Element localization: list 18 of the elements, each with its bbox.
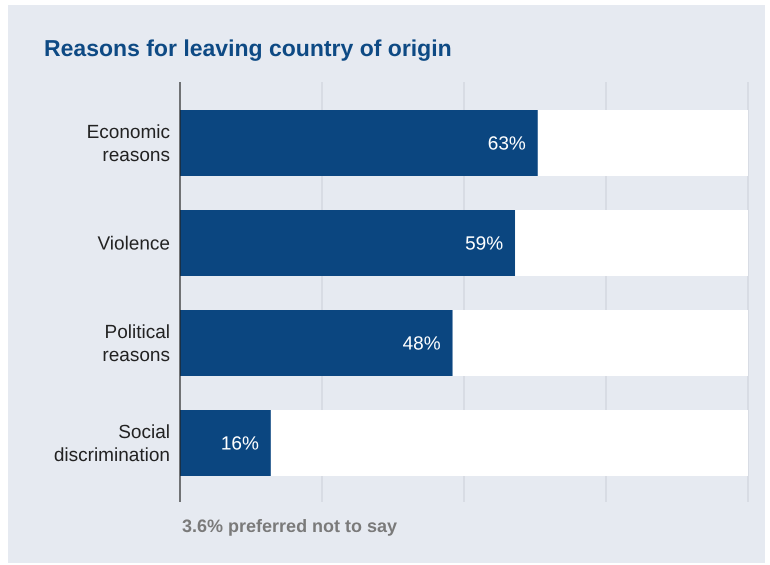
bar	[452, 310, 748, 376]
y-tick-label: Economic reasons	[86, 122, 170, 166]
y-tick-label: Violence	[97, 234, 170, 255]
data-label: 48%	[402, 334, 441, 355]
y-tick-label: Political reasons	[102, 322, 170, 366]
bar	[180, 410, 271, 476]
text: 3.6% preferred not to say	[182, 516, 398, 536]
data-label: 63%	[488, 134, 526, 155]
y-tick-label: Social discrimination	[54, 422, 170, 466]
bar	[180, 210, 516, 276]
bar	[180, 110, 538, 176]
chart-title: Reasons for leaving country of origin	[44, 35, 452, 61]
bar	[538, 110, 748, 176]
data-label: 16%	[220, 434, 259, 455]
data-label: 59%	[465, 234, 504, 255]
bar	[180, 310, 453, 376]
bar	[515, 210, 748, 276]
bar	[270, 410, 748, 476]
